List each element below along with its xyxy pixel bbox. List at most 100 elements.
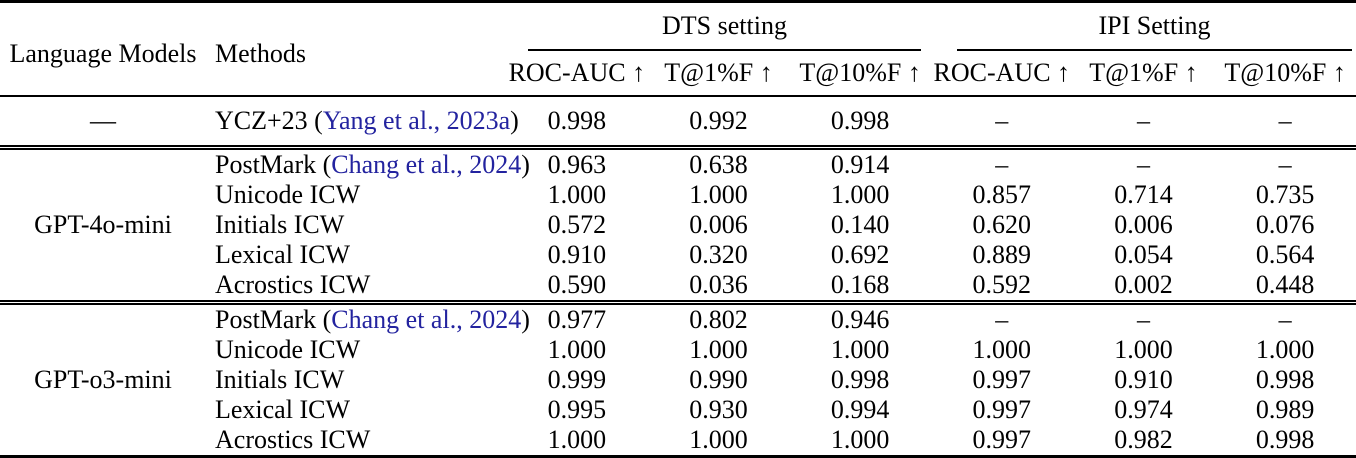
value-cell: –	[1136, 305, 1150, 334]
value-cell: 0.054	[1114, 240, 1173, 269]
header-metric-row: ROC-AUC ↑ T@1%F ↑ T@10%F ↑ ROC-AUC ↑ T@1…	[0, 51, 1356, 96]
value-cell: 0.692	[830, 240, 890, 269]
value-cell: 1.000	[547, 425, 607, 454]
value-cell: 0.999	[547, 365, 607, 394]
model-cell: GPT-4o-mini	[34, 210, 172, 239]
value-cell: 1.000	[830, 335, 890, 364]
citation-link[interactable]: Chang et al., 2024	[331, 305, 522, 334]
value-cell: 0.448	[1255, 270, 1315, 299]
value-cell: 0.997	[972, 365, 1032, 394]
value-cell: 1.000	[830, 180, 890, 209]
value-cell: 1.000	[547, 335, 607, 364]
table-row: Unicode ICW 1.000 1.000 1.000 1.000 1.000 1.00…	[0, 335, 1356, 365]
method-label: Initials ICW	[215, 365, 345, 394]
method-label: Initials ICW	[215, 210, 345, 239]
value-cell: 0.076	[1255, 210, 1315, 239]
citation-link[interactable]: Chang et al., 2024	[331, 150, 522, 179]
method-cell: YCZ+23 (Yang et al., 2023a)	[206, 96, 519, 148]
value-cell: 0.910	[547, 240, 607, 269]
value-cell: 0.889	[972, 240, 1032, 269]
method-suffix: )	[521, 305, 530, 334]
value-cell: 0.963	[547, 150, 607, 179]
value-cell: –	[995, 305, 1009, 334]
value-cell: 0.910	[1114, 365, 1173, 394]
table-row: Lexical ICW 0.995 0.930 0.994 0.997 0.974 0.98…	[0, 395, 1356, 425]
value-cell: 0.006	[1114, 210, 1173, 239]
method-label: PostMark (	[215, 305, 332, 334]
value-cell: 0.592	[972, 270, 1032, 299]
value-cell: 0.802	[689, 305, 748, 334]
table-header: Language Models Methods DTS setting IPI …	[0, 2, 1356, 96]
method-label: Acrostics ICW	[215, 270, 371, 299]
metric-header-dts-t1f: T@1%F ↑	[664, 58, 773, 87]
header-group-row: Language Models Methods DTS setting IPI …	[0, 2, 1356, 68]
value-cell: 1.000	[1255, 335, 1315, 364]
method-label: Unicode ICW	[215, 180, 361, 209]
table-row: Initials ICW 0.999 0.990 0.998 0.997 0.910 0.9…	[0, 365, 1356, 395]
model-cell: —	[90, 106, 116, 135]
metric-header-dts-roc-auc: ROC-AUC ↑	[508, 58, 646, 87]
value-cell: 0.857	[972, 180, 1032, 209]
metric-header-dts-t10f: T@10%F ↑	[799, 58, 921, 87]
value-cell: 1.000	[689, 335, 748, 364]
method-cell: Initials ICW	[206, 210, 506, 240]
value-cell: 1.000	[830, 425, 890, 454]
ipi-group-label: IPI Setting	[1098, 11, 1211, 40]
method-label: PostMark (	[215, 150, 332, 179]
value-cell: 1.000	[689, 180, 748, 209]
method-label: Lexical ICW	[215, 240, 350, 269]
value-cell: 0.620	[972, 210, 1032, 239]
value-cell: –	[1278, 305, 1292, 334]
model-cell: GPT-o3-mini	[34, 365, 172, 394]
value-cell: 0.140	[830, 210, 890, 239]
metric-header-ipi-t1f: T@1%F ↑	[1089, 58, 1198, 87]
method-cell: PostMark (Chang et al., 2024)	[206, 303, 530, 336]
value-cell: 0.168	[830, 270, 890, 299]
value-cell: 0.946	[830, 305, 890, 334]
ipi-cmidrule: IPI Setting	[956, 11, 1352, 51]
value-cell: 0.914	[830, 150, 890, 179]
group-header-ipi: IPI Setting	[931, 2, 1356, 51]
table-row: GPT-o3-mini PostMark (Chang et al., 2024)…	[0, 303, 1356, 394]
value-cell: 1.000	[972, 335, 1032, 364]
value-cell: 0.006	[689, 210, 748, 239]
col-header-methods: Methods	[215, 39, 306, 68]
col-header-language-models: Language Models	[9, 39, 197, 68]
value-cell: 0.998	[830, 106, 890, 135]
value-cell: 0.590	[547, 270, 607, 299]
table-section: — YCZ+23 (Yang et al., 2023a) 0.998 0.992 0.…	[0, 96, 1356, 148]
method-label: Lexical ICW	[215, 395, 350, 424]
value-cell: 1.000	[689, 425, 748, 454]
value-cell: 0.997	[972, 395, 1032, 424]
dts-group-label: DTS setting	[662, 11, 787, 40]
value-cell: –	[995, 150, 1009, 179]
value-cell: –	[1136, 150, 1150, 179]
value-cell: 0.989	[1255, 395, 1315, 424]
table-section: GPT-4o-mini PostMark (Chang et al., 2024)…	[0, 147, 1356, 303]
method-label: Acrostics ICW	[215, 425, 371, 454]
method-cell: Unicode ICW	[206, 180, 506, 210]
value-cell: 0.735	[1255, 180, 1315, 209]
table-section: GPT-o3-mini PostMark (Chang et al., 2024)…	[0, 302, 1356, 457]
value-cell: 0.997	[972, 425, 1032, 454]
method-cell: PostMark (Chang et al., 2024)	[206, 148, 530, 181]
value-cell: 1.000	[547, 180, 607, 209]
dts-cmidrule: DTS setting	[528, 11, 921, 51]
table-row: Acrostics ICW 0.590 0.036 0.168 0.592 0.002 0.…	[0, 270, 1356, 303]
method-label: YCZ+23 (	[215, 106, 323, 135]
value-cell: 0.998	[547, 106, 607, 135]
table-row: — YCZ+23 (Yang et al., 2023a) 0.998 0.992 0.…	[0, 96, 1356, 148]
value-cell: 0.002	[1114, 270, 1173, 299]
value-cell: 0.998	[1255, 365, 1315, 394]
value-cell: 0.998	[1255, 425, 1315, 454]
method-cell: Unicode ICW	[206, 335, 506, 365]
value-cell: 0.977	[547, 305, 607, 334]
group-header-dts: DTS setting	[506, 2, 931, 51]
value-cell: 0.998	[830, 365, 890, 394]
metric-header-ipi-roc-auc: ROC-AUC ↑	[933, 58, 1071, 87]
table-row: Initials ICW 0.572 0.006 0.140 0.620 0.006 0.0…	[0, 210, 1356, 240]
citation-link[interactable]: Yang et al., 2023a	[322, 106, 511, 135]
value-cell: 0.990	[689, 365, 748, 394]
method-cell: Lexical ICW	[206, 395, 506, 425]
